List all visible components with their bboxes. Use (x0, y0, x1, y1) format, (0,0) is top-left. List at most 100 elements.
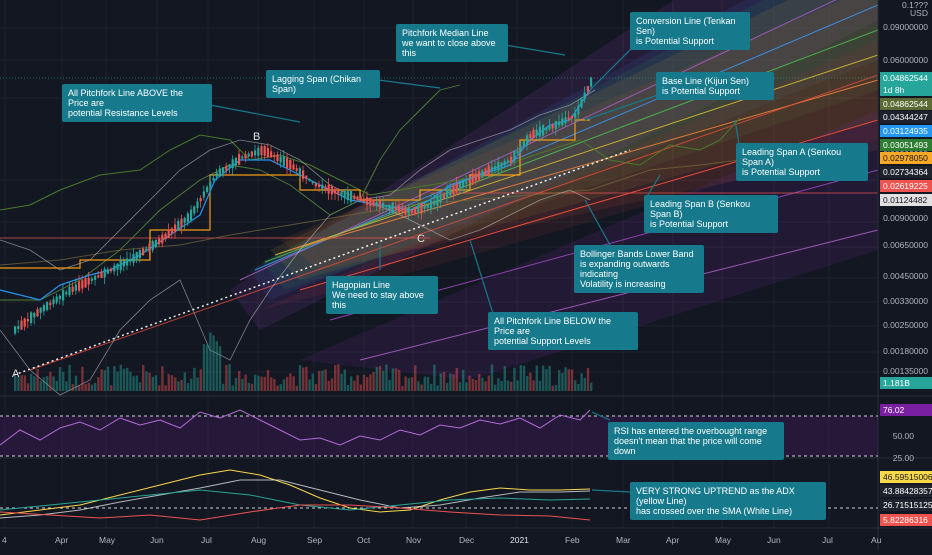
candle-body[interactable] (318, 184, 321, 188)
candle-body[interactable] (446, 189, 449, 199)
hagopian-line[interactable] (13, 149, 631, 376)
candle-body[interactable] (452, 184, 455, 195)
candle-body[interactable] (449, 188, 452, 196)
candle-body[interactable] (138, 250, 141, 259)
candle-body[interactable] (122, 260, 125, 267)
candle-body[interactable] (279, 156, 282, 163)
candle-body[interactable] (145, 248, 148, 252)
candle-body[interactable] (529, 133, 532, 139)
candle-body[interactable] (503, 161, 506, 165)
candle-body[interactable] (103, 268, 106, 278)
candle-body[interactable] (135, 252, 138, 261)
candle-body[interactable] (337, 189, 340, 195)
candle-body[interactable] (513, 150, 516, 162)
candle-body[interactable] (116, 263, 119, 270)
candle-body[interactable] (308, 178, 311, 181)
candle-body[interactable] (410, 210, 413, 214)
candle-body[interactable] (177, 221, 180, 231)
candle-body[interactable] (462, 181, 465, 188)
candle-body[interactable] (180, 218, 183, 228)
candle-body[interactable] (362, 198, 365, 202)
candle-body[interactable] (266, 148, 269, 158)
candle-body[interactable] (494, 166, 497, 170)
candle-body[interactable] (442, 194, 445, 198)
candle-body[interactable] (490, 166, 493, 172)
candle-body[interactable] (148, 243, 151, 253)
candle-body[interactable] (132, 254, 135, 263)
candle-body[interactable] (420, 202, 423, 214)
candle-body[interactable] (87, 277, 90, 285)
candle-body[interactable] (369, 198, 372, 206)
candle-body[interactable] (190, 209, 193, 221)
candle-body[interactable] (273, 154, 276, 158)
candle-body[interactable] (170, 228, 173, 234)
candle-body[interactable] (74, 284, 77, 291)
candle-body[interactable] (327, 184, 330, 194)
candle-body[interactable] (167, 229, 170, 238)
candle-body[interactable] (455, 183, 458, 193)
candle-body[interactable] (199, 198, 202, 202)
candle-body[interactable] (465, 181, 468, 184)
candle-body[interactable] (417, 206, 420, 213)
candle-body[interactable] (487, 165, 490, 177)
candle-body[interactable] (538, 126, 541, 137)
candle-body[interactable] (471, 173, 474, 185)
candle-body[interactable] (558, 121, 561, 126)
candle-body[interactable] (263, 145, 266, 156)
candle-body[interactable] (506, 160, 509, 163)
candle-body[interactable] (567, 117, 570, 120)
candle-body[interactable] (94, 275, 97, 281)
candle-body[interactable] (68, 286, 71, 296)
candle-body[interactable] (84, 278, 87, 288)
candle-body[interactable] (481, 170, 484, 178)
candle-body[interactable] (321, 184, 324, 190)
candle-body[interactable] (270, 151, 273, 158)
candle-body[interactable] (468, 179, 471, 182)
candle-body[interactable] (577, 105, 580, 115)
bollinger-upper-band[interactable] (0, 89, 596, 271)
candle-body[interactable] (522, 141, 525, 147)
candle-body[interactable] (564, 117, 567, 124)
candle-body[interactable] (292, 164, 295, 170)
candle-body[interactable] (247, 153, 250, 157)
candle-body[interactable] (346, 191, 349, 200)
candle-body[interactable] (382, 202, 385, 209)
candle-body[interactable] (554, 120, 557, 130)
plus-di-line[interactable] (0, 489, 591, 511)
candle-body[interactable] (484, 168, 487, 177)
adx-line[interactable] (0, 469, 591, 516)
candle-body[interactable] (375, 201, 378, 206)
candle-body[interactable] (314, 183, 317, 187)
candle-body[interactable] (26, 318, 29, 322)
candle-body[interactable] (532, 129, 535, 139)
bollinger-lower-band[interactable] (0, 189, 591, 396)
candle-body[interactable] (391, 202, 394, 213)
candle-body[interactable] (212, 177, 215, 181)
candle-body[interactable] (202, 191, 205, 198)
note-pitchfork-below[interactable]: All Pitchfork Line BELOW the Price are p… (488, 312, 638, 350)
candle-body[interactable] (36, 309, 39, 317)
candle-body[interactable] (206, 186, 209, 192)
note-rsi[interactable]: RSI has entered the overbought range doe… (608, 422, 784, 460)
candle-body[interactable] (65, 292, 68, 295)
candle-body[interactable] (106, 269, 109, 274)
candle-body[interactable] (193, 206, 196, 214)
note-leading-span-b[interactable]: Leading Span B (Senkou Span B) is Potent… (644, 195, 778, 233)
note-conversion-line[interactable]: Conversion Line (Tenkan Sen) is Potentia… (630, 12, 750, 50)
candle-body[interactable] (372, 199, 375, 207)
candle-body[interactable] (225, 165, 228, 171)
candle-body[interactable] (561, 118, 564, 126)
note-median-line[interactable]: Pitchfork Median Line we want to close a… (396, 24, 508, 62)
candle-body[interactable] (478, 171, 481, 181)
candle-body[interactable] (196, 201, 199, 209)
note-leading-span-a[interactable]: Leading Span A (Senkou Span A) is Potent… (736, 143, 868, 181)
candle-body[interactable] (334, 189, 337, 194)
candle-body[interactable] (39, 307, 42, 313)
candle-body[interactable] (407, 207, 410, 215)
candle-body[interactable] (52, 299, 55, 305)
candle-body[interactable] (535, 129, 538, 136)
candle-body[interactable] (241, 156, 244, 159)
candle-body[interactable] (343, 191, 346, 199)
candle-body[interactable] (71, 286, 74, 292)
